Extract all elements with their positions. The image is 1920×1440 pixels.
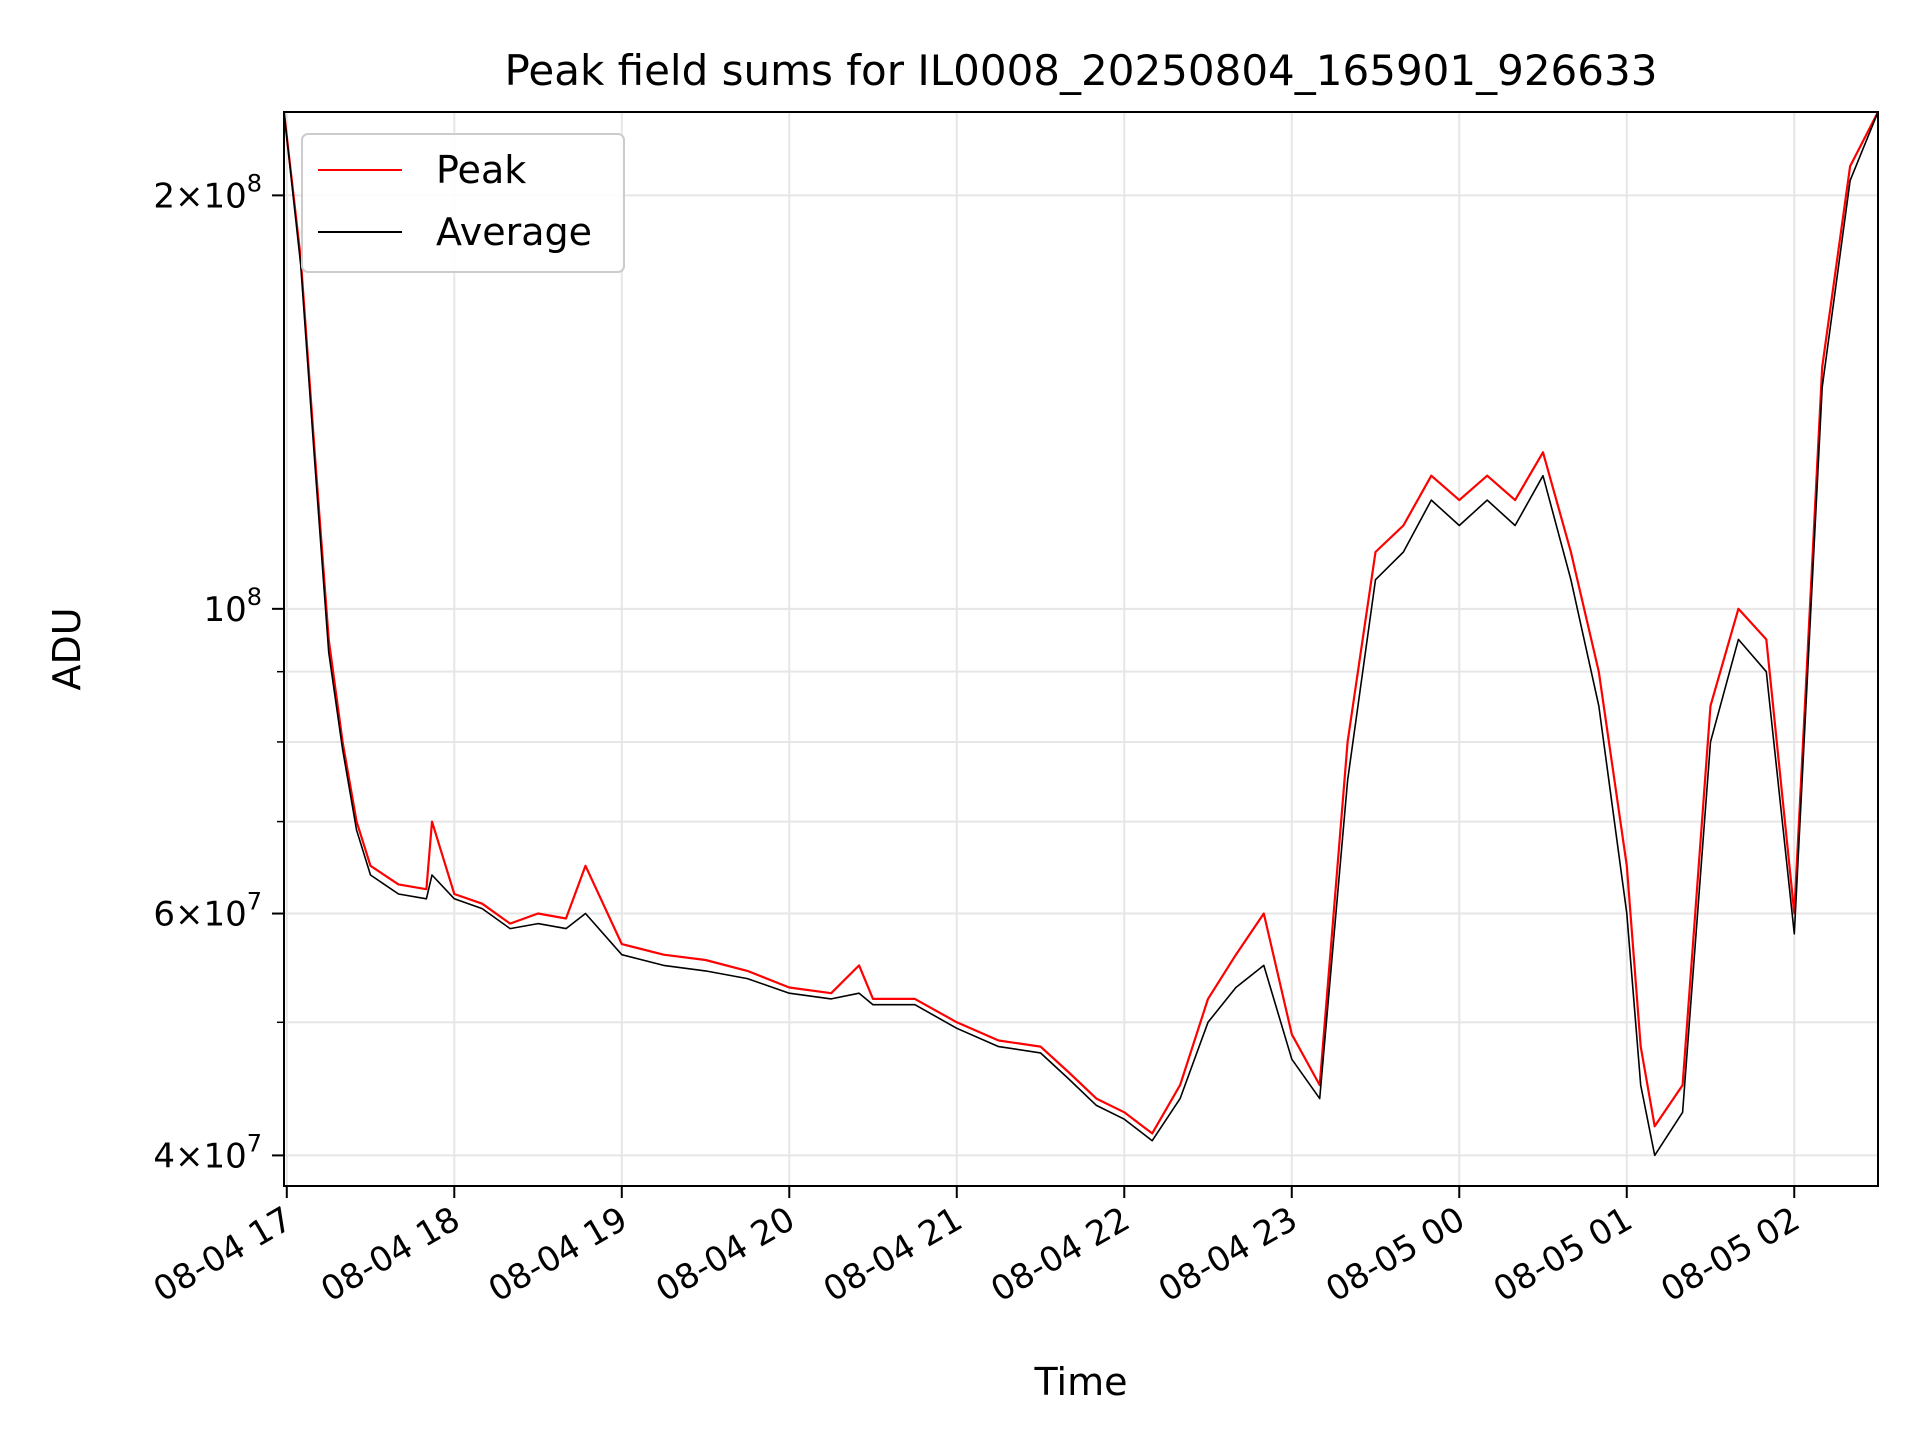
- x-axis-label: Time: [1034, 1360, 1128, 1404]
- chart-title: Peak field sums for IL0008_20250804_1659…: [505, 46, 1658, 95]
- series-line-average: [284, 112, 1878, 1157]
- y-tick-label: 2×108: [153, 169, 262, 216]
- y-axis: 4×107 6×107 108 2×108: [153, 169, 284, 1176]
- y-axis-label: ADU: [45, 607, 89, 690]
- legend-label-average: Average: [436, 210, 592, 254]
- legend-box: [301, 133, 625, 273]
- grid-lines: [284, 112, 1878, 1186]
- legend: Peak Average: [301, 133, 625, 273]
- plot-frame: [283, 111, 1879, 1187]
- series-layer: [284, 112, 1878, 1157]
- y-tick-label: 6×107: [153, 888, 262, 935]
- legend-label-peak: Peak: [436, 148, 526, 192]
- series-line-peak: [284, 112, 1878, 1135]
- y-tick-label: 108: [203, 583, 262, 630]
- y-tick-label: 4×107: [153, 1129, 262, 1176]
